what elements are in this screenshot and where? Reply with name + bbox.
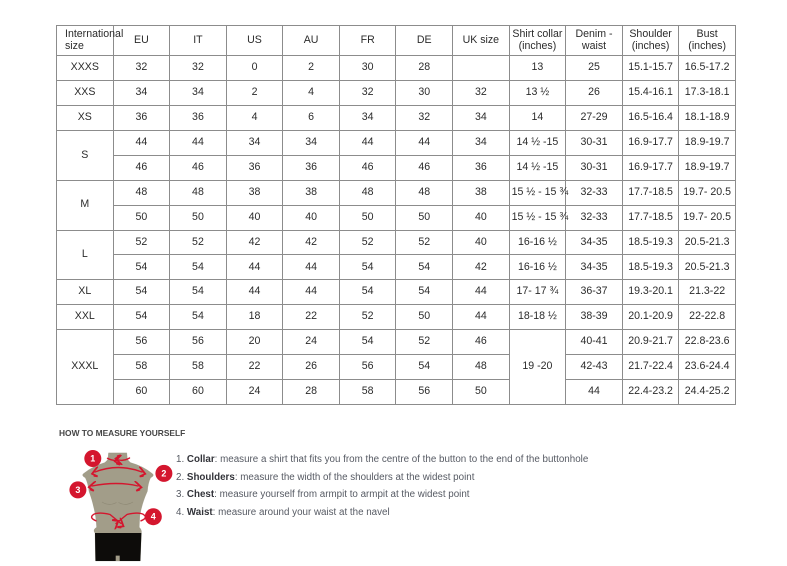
svg-text:2: 2 (161, 468, 166, 478)
svg-text:4: 4 (151, 512, 156, 522)
svg-text:3: 3 (75, 485, 80, 495)
svg-text:1: 1 (90, 454, 95, 464)
